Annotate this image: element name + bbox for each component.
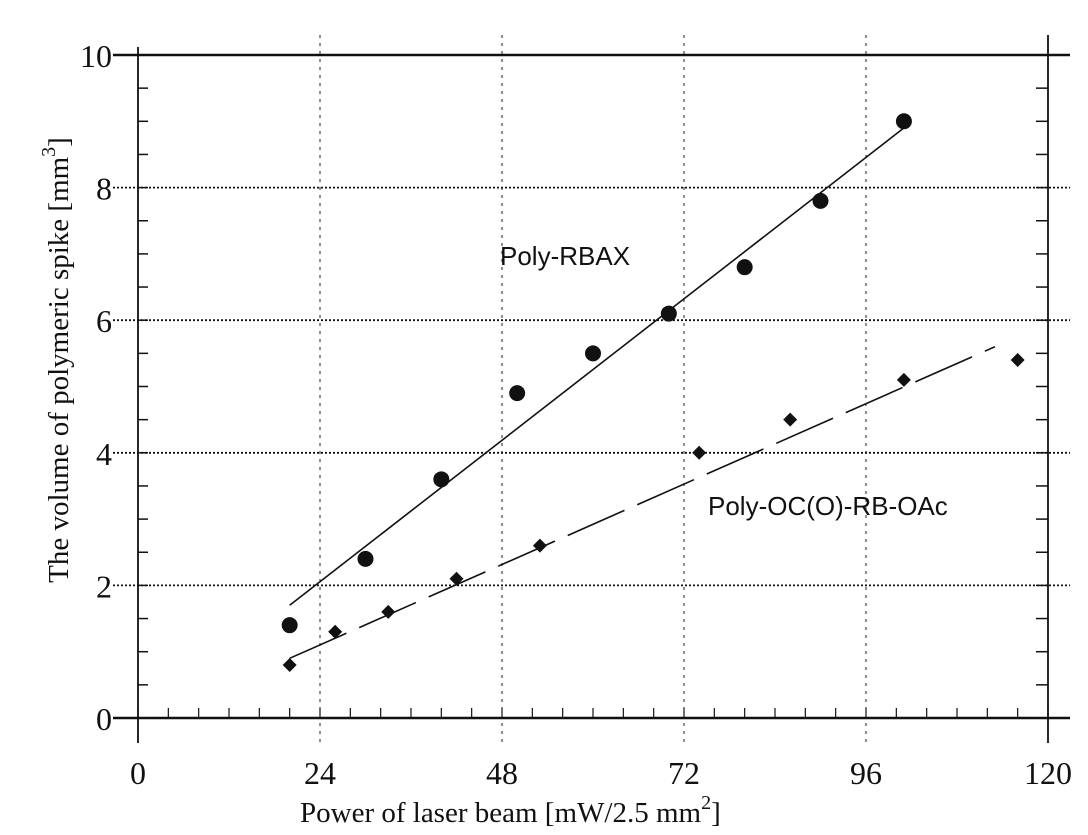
point-poly-oc-o-rb-oac-4	[532, 538, 547, 553]
fit-line-poly-oc-o-rb-oac	[289, 345, 996, 660]
axis-ticks	[137, 54, 1049, 719]
y-tick-label-8: 8	[96, 171, 112, 207]
x-axis-title-superscript: 2	[701, 792, 711, 814]
point-poly-rbax-6	[736, 259, 753, 276]
x-tick-label-96: 96	[850, 755, 882, 791]
point-poly-oc-o-rb-oac-3	[449, 571, 464, 586]
y-axis-title-superscript: 3	[38, 147, 60, 157]
fit-line-poly-rbax	[289, 127, 905, 606]
y-tick-label-0: 0	[96, 701, 112, 737]
point-poly-rbax-1	[357, 550, 374, 567]
plot-frame	[137, 35, 1049, 743]
x-tick-label-120: 120	[1024, 755, 1072, 791]
point-poly-rbax-5	[660, 305, 677, 322]
x-tick-label-0: 0	[130, 755, 146, 791]
point-poly-oc-o-rb-oac-2	[381, 604, 396, 619]
point-poly-rbax-7	[812, 192, 829, 209]
point-poly-rbax-2	[433, 471, 450, 488]
x-axis-title: Power of laser beam [mW/2.5 mm2]	[300, 792, 721, 829]
point-poly-oc-o-rb-oac-1	[328, 624, 343, 639]
point-poly-oc-o-rb-oac-7	[896, 372, 911, 387]
fit-lines	[289, 127, 996, 660]
x-tick-label-24: 24	[304, 755, 336, 791]
point-poly-rbax-0	[281, 617, 298, 634]
point-poly-oc-o-rb-oac-6	[783, 412, 798, 427]
grid-lines	[113, 35, 1070, 743]
point-poly-rbax-3	[509, 385, 526, 402]
point-poly-oc-o-rb-oac-8	[1010, 352, 1025, 367]
y-tick-label-10: 10	[80, 38, 112, 74]
x-tick-label-72: 72	[668, 755, 700, 791]
y-tick-label-4: 4	[96, 436, 112, 472]
y-axis-title-end: ]	[43, 137, 75, 147]
x-tick-label-48: 48	[486, 755, 518, 791]
x-axis-title-end: ]	[711, 797, 721, 829]
series-label-poly-rbax: Poly-RBAX	[500, 241, 630, 271]
point-poly-oc-o-rb-oac-0	[282, 657, 297, 672]
y-axis-title: The volume of polymeric spike [mm3]	[38, 137, 75, 583]
data-points	[281, 113, 1025, 672]
y-tick-label-6: 6	[96, 303, 112, 339]
point-poly-rbax-8	[895, 113, 912, 130]
point-poly-rbax-4	[585, 345, 601, 362]
y-tick-label-2: 2	[96, 568, 112, 604]
point-poly-oc-o-rb-oac-5	[692, 445, 707, 460]
series-label-poly-oc-o-rb-oac: Poly-OC(O)-RB-OAc	[708, 491, 948, 521]
y-axis-title-main: The volume of polymeric spike [mm	[43, 156, 75, 582]
x-axis-title-main: Power of laser beam [mW/2.5 mm	[300, 797, 702, 829]
